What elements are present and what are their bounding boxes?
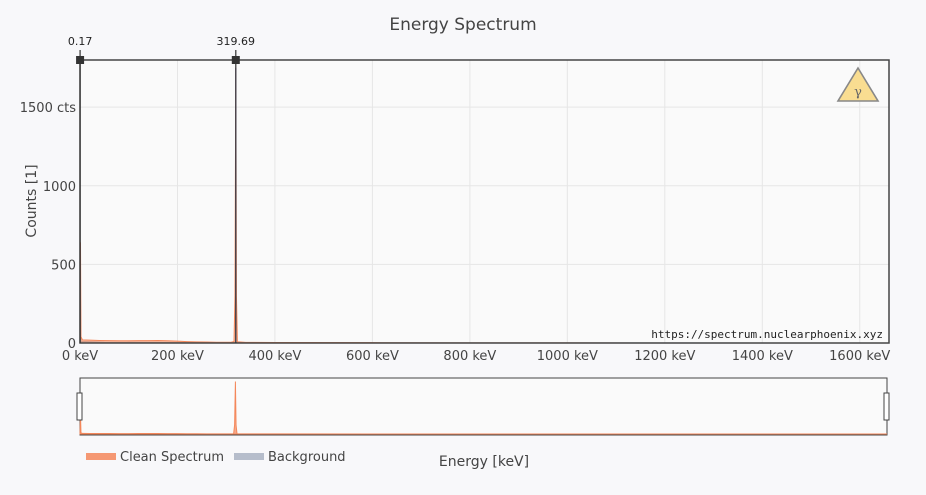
gamma-logo-icon: γ: [836, 66, 880, 102]
legend: Clean Spectrum Background: [86, 450, 346, 465]
y-tick-label: 1000: [43, 180, 76, 195]
watermark-url[interactable]: https://spectrum.nuclearphoenix.xyz: [651, 328, 883, 341]
x-tick-label: 1400 keV: [732, 349, 793, 364]
y-tick-label: 1500 cts: [20, 101, 76, 116]
range-slider-handle-right[interactable]: [883, 392, 890, 421]
energy-markers[interactable]: 0.17 319.69: [68, 35, 255, 343]
legend-label: Clean Spectrum: [120, 450, 224, 465]
x-tick-label: 400 keV: [248, 349, 301, 364]
range-slider-handle-left[interactable]: [76, 392, 83, 421]
range-slider-clean-spectrum: [79, 381, 887, 435]
marker-label: 0.17: [68, 35, 93, 48]
x-tick-label: 1600 keV: [829, 349, 890, 364]
x-tick-label: 1000 keV: [537, 349, 598, 364]
x-tick-label: 200 keV: [151, 349, 204, 364]
legend-swatch: [234, 453, 264, 460]
range-slider-series: [79, 381, 887, 435]
range-slider[interactable]: [76, 377, 890, 436]
marker-label: 319.69: [217, 35, 256, 48]
legend-item-clean-spectrum[interactable]: Clean Spectrum: [86, 450, 224, 465]
x-tick-label: 1200 keV: [634, 349, 695, 364]
marker-handle[interactable]: [231, 56, 240, 64]
y-axis-title: Counts [1]: [24, 164, 40, 237]
legend-item-background[interactable]: Background: [234, 450, 346, 465]
x-tick-label: 600 keV: [346, 349, 399, 364]
x-tick-label: 0 keV: [62, 349, 98, 364]
y-axis: 0 500 1000 1500 cts: [20, 101, 76, 352]
logo-symbol: γ: [854, 85, 862, 100]
y-tick-label: 0: [68, 337, 76, 352]
legend-label: Background: [268, 450, 346, 465]
x-axis-title: Energy [keV]: [439, 454, 529, 470]
y-tick-label: 500: [51, 258, 76, 273]
x-axis: 0 keV 200 keV 400 keV 600 keV 800 keV 1000 ke…: [62, 349, 891, 364]
marker-handle[interactable]: [76, 56, 85, 64]
x-tick-label: 800 keV: [443, 349, 496, 364]
legend-swatch: [86, 453, 116, 460]
chart-title: Energy Spectrum: [389, 15, 536, 35]
grid-lines: [80, 60, 889, 343]
plot-area[interactable]: [80, 60, 889, 343]
